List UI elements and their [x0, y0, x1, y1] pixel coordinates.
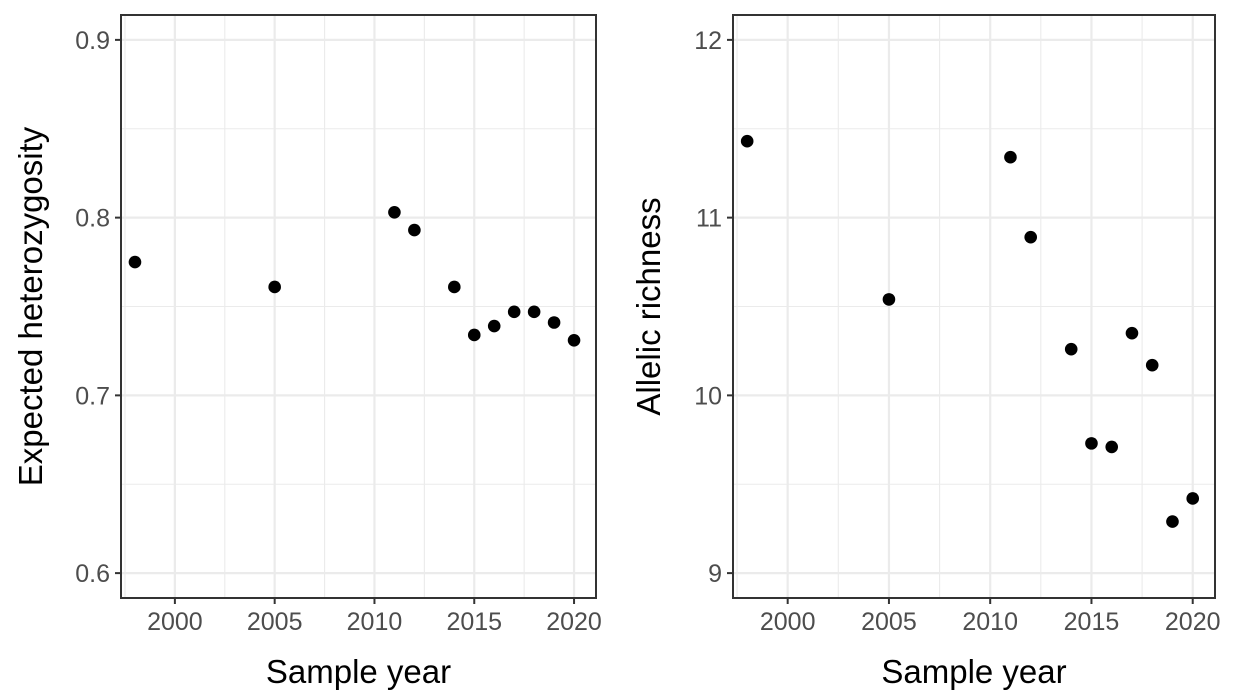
panel-border: [120, 14, 597, 599]
panel-border: [732, 14, 1216, 599]
data-point: [1186, 492, 1200, 505]
data-point: [1085, 437, 1098, 450]
data-point: [567, 333, 581, 347]
data-point: [268, 280, 281, 294]
data-point: [447, 280, 461, 294]
data-point: [882, 293, 896, 306]
data-point: [487, 319, 501, 333]
x-tick-label: 2000: [760, 608, 816, 636]
data-point: [1105, 440, 1119, 454]
y-tick-label: 0.6: [75, 560, 110, 588]
y-tick-label: 0.7: [75, 382, 110, 410]
data-point: [527, 305, 541, 319]
panel-heterozygosity: 2000 2005 2010 2015 2020 0.6 0.7 0.8 0.9 Sample y…: [12, 14, 602, 690]
x-tick-label: 2005: [247, 608, 303, 636]
x-tick-label: 2020: [546, 608, 602, 636]
data-point: [740, 134, 754, 148]
data-point: [547, 316, 561, 329]
data-point: [1166, 515, 1179, 528]
y-tick-label: 11: [696, 205, 722, 233]
y-tick-label: 10: [694, 382, 722, 410]
data-point: [1004, 150, 1017, 164]
data-point: [467, 328, 481, 342]
data-point: [388, 205, 401, 219]
x-tick-label: 2015: [446, 608, 502, 636]
x-tick-label: 2015: [1064, 608, 1120, 636]
data-point: [507, 305, 521, 319]
x-tick-label: 2005: [861, 608, 917, 636]
x-axis-title: Sample year: [266, 653, 451, 690]
data-point: [1024, 230, 1038, 244]
y-tick-label: 0.8: [75, 205, 110, 233]
y-axis-title: Allelic richness: [630, 197, 667, 415]
x-tick-label: 2010: [347, 608, 403, 636]
data-point: [1145, 358, 1159, 372]
y-tick-label: 12: [694, 27, 722, 55]
data-point: [408, 223, 421, 237]
x-tick-label: 2010: [962, 608, 1018, 636]
y-axis-title: Expected heterozygosity: [12, 126, 49, 486]
panel-allelic-richness: 2000 2005 2010 2015 2020 9 10 11 12 Sample year Al…: [630, 14, 1221, 690]
x-axis-title: Sample year: [881, 653, 1066, 690]
y-tick-label: 9: [708, 560, 722, 588]
data-point: [1125, 326, 1139, 340]
y-tick-label: 0.9: [75, 27, 110, 55]
x-tick-label: 2000: [147, 608, 203, 636]
x-tick-label: 2020: [1165, 608, 1221, 636]
data-point: [128, 255, 142, 269]
data-point: [1064, 342, 1078, 356]
